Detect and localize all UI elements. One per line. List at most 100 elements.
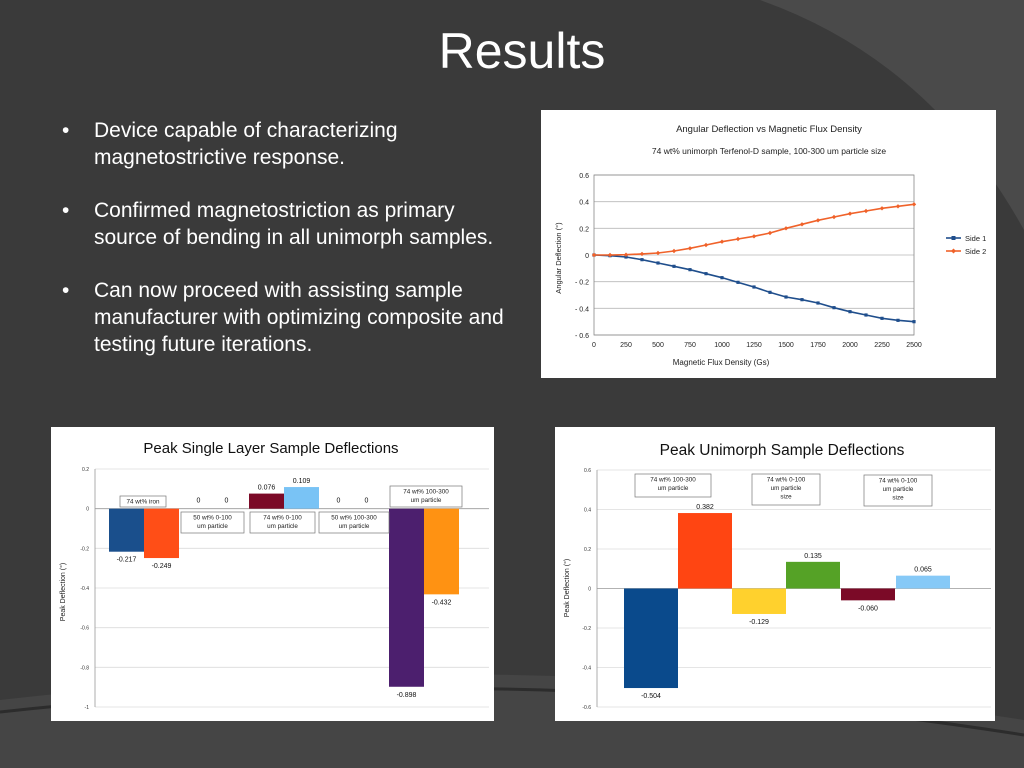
annotation-text: um particle <box>658 485 689 492</box>
data-point <box>687 246 693 251</box>
data-point <box>624 255 628 259</box>
data-label: 0 <box>337 498 341 505</box>
line-chart-panel: Angular Deflection vs Magnetic Flux Dens… <box>541 110 996 378</box>
data-label: 0.382 <box>696 504 714 511</box>
data-point <box>832 306 836 310</box>
annotation-text: 50 wt% 100-300 <box>331 515 377 522</box>
data-point <box>896 318 900 322</box>
y-tick-label: 0.2 <box>82 467 89 473</box>
chart-title: Peak Single Layer Sample Deflections <box>143 440 398 457</box>
x-tick-label: 250 <box>620 342 632 349</box>
legend-marker <box>951 236 956 240</box>
y-tick-label: -0.6 <box>80 626 89 632</box>
data-point <box>703 242 709 248</box>
annotation-box <box>634 473 712 498</box>
data-label: -0.898 <box>397 692 417 699</box>
annotation-text: 74 wt% 0-100 <box>263 515 302 522</box>
data-point <box>815 218 821 223</box>
y-tick-label: 0 <box>86 507 89 513</box>
bar <box>389 508 424 687</box>
data-label: -0.217 <box>117 557 137 564</box>
bar <box>732 588 786 614</box>
data-point <box>847 211 853 216</box>
line-chart: Angular Deflection vs Magnetic Flux Dens… <box>554 124 986 367</box>
annotation-text: um particle <box>339 523 370 530</box>
bar <box>896 575 950 589</box>
bar <box>109 508 144 552</box>
annotation-box <box>751 473 821 506</box>
annotation-box <box>318 511 390 534</box>
data-point <box>783 226 789 231</box>
x-tick-label: 2000 <box>842 342 858 349</box>
data-point <box>735 236 741 242</box>
y-tick-label: - 0.2 <box>575 280 589 287</box>
annotation-box <box>249 511 316 534</box>
data-point <box>656 261 660 265</box>
data-point <box>623 252 629 257</box>
y-tick-label: -0.6 <box>582 705 591 711</box>
data-point <box>751 234 757 239</box>
y-tick-label: 0.6 <box>584 468 591 474</box>
annotation-box <box>389 485 463 508</box>
annotation-box <box>180 511 245 534</box>
annotation-text: 74 wt% 100-300 <box>403 489 449 496</box>
y-tick-label: - 0.6 <box>575 333 589 340</box>
y-tick-label: 0.2 <box>579 226 589 233</box>
y-tick-label: -0.4 <box>582 666 591 672</box>
annotation-text: size <box>892 495 904 502</box>
data-label: 0 <box>365 498 369 505</box>
single-layer-bar-chart: Peak Single Layer Sample Deflections Pea… <box>59 440 489 711</box>
data-point <box>736 280 740 284</box>
data-point <box>720 276 724 280</box>
y-axis-label: Angular Deflection (°) <box>554 222 563 294</box>
data-point <box>671 248 677 254</box>
chart-subtitle: 74 wt% unimorph Terfenol-D sample, 100-3… <box>652 146 886 156</box>
x-tick-label: 0 <box>592 342 596 349</box>
data-label: 0.065 <box>914 567 932 574</box>
data-point <box>768 290 772 294</box>
data-label: 0.135 <box>804 553 822 560</box>
data-point <box>704 272 708 276</box>
bullet-item: Device capable of characterizing magneto… <box>58 117 508 171</box>
data-point <box>640 258 644 262</box>
data-point <box>688 268 692 272</box>
data-point <box>911 202 917 207</box>
y-tick-label: - 0.4 <box>575 306 589 313</box>
data-point <box>800 298 804 302</box>
data-point <box>864 313 868 317</box>
x-tick-label: 750 <box>684 342 696 349</box>
bar <box>624 588 678 689</box>
data-label: 0 <box>197 498 201 505</box>
y-tick-label: -1 <box>85 705 90 711</box>
data-point <box>767 230 773 236</box>
data-label: -0.060 <box>858 605 878 612</box>
x-tick-label: 1000 <box>714 342 730 349</box>
unimorph-bar-chart: Peak Unimorph Sample Deflections Peak De… <box>563 442 991 711</box>
x-tick-label: 2250 <box>874 342 890 349</box>
data-point <box>591 252 597 258</box>
data-point <box>607 252 613 258</box>
annotation-text: size <box>780 494 792 501</box>
annotation-text: um particle <box>197 523 228 530</box>
bar <box>424 508 459 595</box>
y-tick-label: 0.2 <box>584 547 591 553</box>
slide-title: Results <box>438 23 606 79</box>
annotation-text: um particle <box>267 523 298 530</box>
annotation-text: 74 wt% 100-300 <box>650 477 696 484</box>
x-tick-label: 500 <box>652 342 664 349</box>
y-tick-label: -0.8 <box>80 665 89 671</box>
annotation-text: 74 wt% 0-100 <box>767 477 806 484</box>
y-tick-label: 0.4 <box>584 508 591 514</box>
y-axis-label: Peak Deflection (°) <box>59 563 67 621</box>
x-tick-label: 1250 <box>746 342 762 349</box>
y-axis-label: Peak Deflection (°) <box>563 559 571 617</box>
data-point <box>719 239 725 244</box>
data-point <box>784 295 788 299</box>
data-label: 0.109 <box>293 478 311 485</box>
chart-title: Peak Unimorph Sample Deflections <box>660 442 905 459</box>
single-layer-chart-panel: Peak Single Layer Sample Deflections Pea… <box>51 427 494 721</box>
data-point <box>752 285 756 289</box>
unimorph-chart-panel: Peak Unimorph Sample Deflections Peak De… <box>555 427 995 721</box>
data-point <box>816 301 820 305</box>
data-label: -0.129 <box>749 619 769 626</box>
